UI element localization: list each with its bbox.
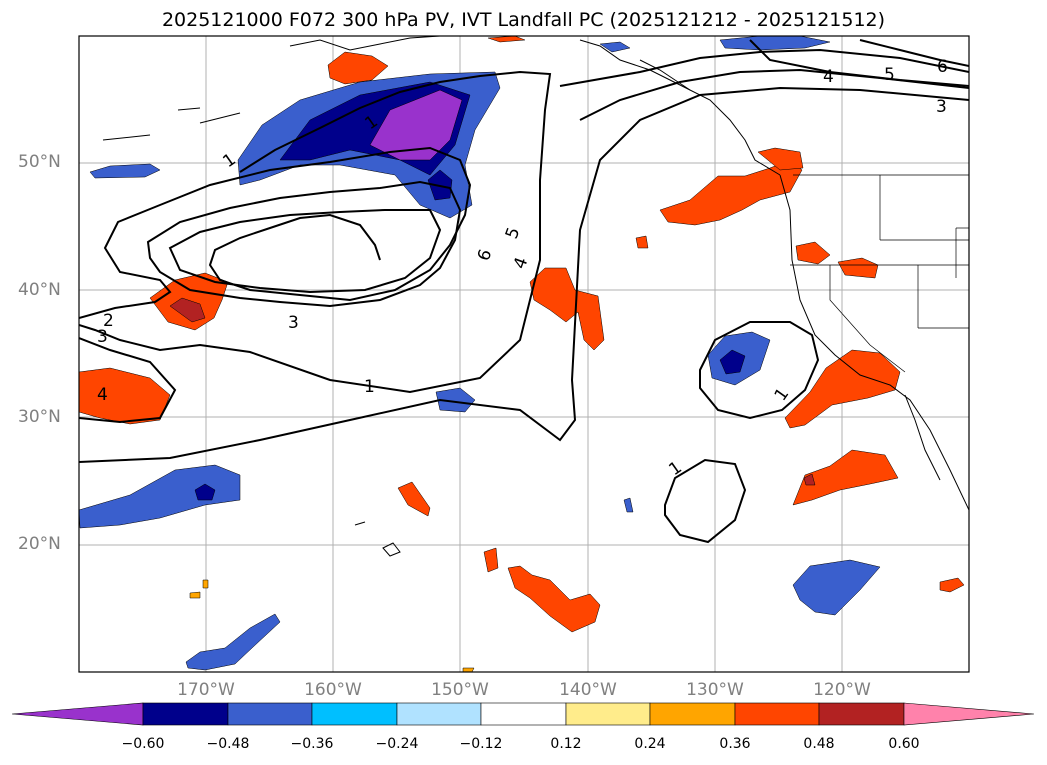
lon-label-140w: 140°W — [559, 680, 617, 700]
lon-label-160w: 160°W — [304, 680, 362, 700]
positive-pv-shading — [79, 36, 965, 672]
contour-label: 1 — [364, 377, 375, 397]
contour-label: 4 — [97, 385, 108, 405]
lon-label-150w: 150°W — [431, 680, 489, 700]
colorbar-tick: 0.36 — [719, 736, 751, 752]
negative-pv-shading — [79, 36, 881, 671]
lat-label-50n: 50°N — [18, 152, 61, 172]
colorbar-tick: −0.60 — [121, 736, 165, 752]
colorbar-tick: 0.48 — [803, 736, 835, 752]
contour-label: 6 — [937, 57, 948, 77]
colorbar — [11, 702, 1035, 726]
lat-label-20n: 20°N — [18, 534, 61, 554]
contour-label: 3 — [97, 327, 108, 347]
contour-label: 5 — [884, 65, 895, 85]
colorbar-tick: −0.48 — [206, 736, 250, 752]
lon-label-130w: 130°W — [686, 680, 744, 700]
gridlines — [79, 36, 969, 672]
map-title: 2025121000 F072 300 hPa PV, IVT Landfall… — [161, 9, 886, 31]
contour-label: 4 — [823, 67, 834, 87]
colorbar-tick: 0.24 — [634, 736, 666, 752]
contour-label: 3 — [936, 97, 947, 117]
lat-label-30n: 30°N — [18, 407, 61, 427]
map-plot-area: 1 1 1 1 1 2 3 3 4 4 5 6 3 4 5 6 — [79, 36, 969, 672]
colorbar-tick: −0.12 — [459, 736, 503, 752]
ivt-contours — [79, 39, 969, 544]
contour-label: 3 — [288, 313, 299, 333]
political-borders — [790, 174, 969, 373]
colorbar-tick: 0.60 — [888, 736, 920, 752]
colorbar-tick: 0.12 — [550, 736, 582, 752]
contour-label: 2 — [103, 311, 114, 331]
map-frame — [78, 35, 970, 673]
colorbar-tick: −0.24 — [375, 736, 419, 752]
colorbar-tick: −0.36 — [290, 736, 334, 752]
lon-label-170w: 170°W — [177, 680, 235, 700]
lat-label-40n: 40°N — [18, 280, 61, 300]
coastlines — [102, 36, 969, 557]
lon-label-120w: 120°W — [813, 680, 871, 700]
